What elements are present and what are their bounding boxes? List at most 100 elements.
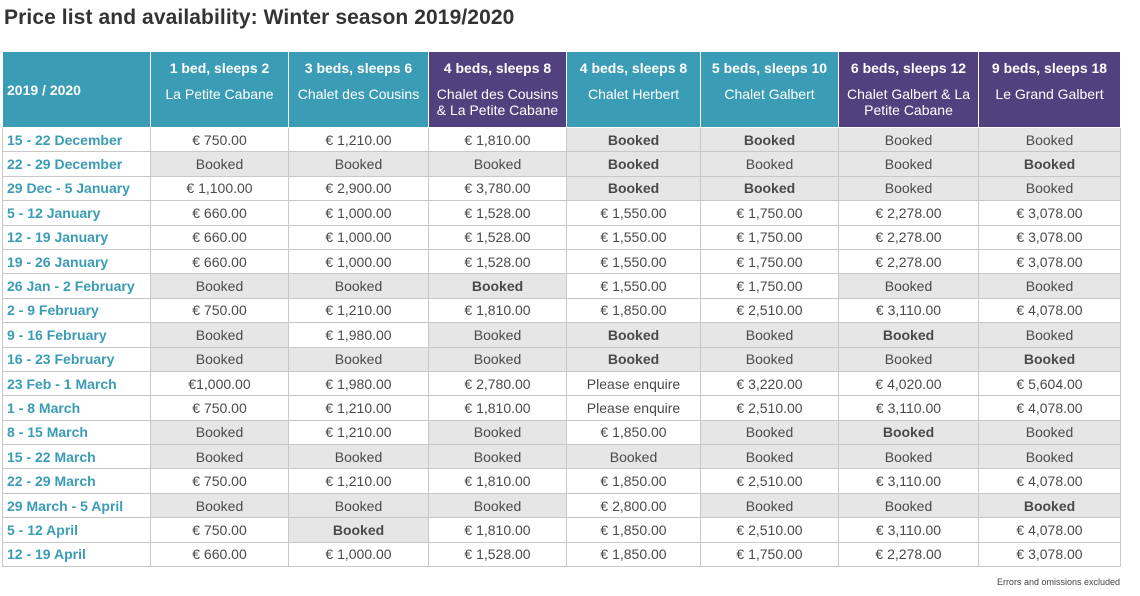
price-cell: Booked [700, 444, 839, 470]
price-cell: € 3,110.00 [838, 297, 979, 324]
column-chalet-name: Chalet Galbert & La Petite Cabane [847, 86, 970, 118]
price-cell: Booked [428, 322, 567, 348]
week-label: 22 - 29 December [2, 151, 151, 177]
price-cell: € 660.00 [150, 200, 289, 226]
price-cell: € 2,278.00 [838, 224, 979, 250]
price-cell: € 5,604.00 [978, 370, 1121, 397]
price-cell: € 4,078.00 [978, 395, 1121, 421]
price-cell: € 1,210.00 [288, 419, 429, 446]
price-cell: € 1,850.00 [566, 468, 701, 494]
price-cell: Booked [150, 492, 289, 519]
price-cell: € 1,000.00 [288, 541, 429, 568]
price-cell: Booked [700, 151, 839, 177]
price-cell: € 4,078.00 [978, 517, 1121, 543]
price-cell: € 2,278.00 [838, 200, 979, 226]
price-cell: Please enquire [566, 395, 701, 421]
price-cell: Booked [288, 444, 429, 470]
price-cell: € 660.00 [150, 224, 289, 250]
page-title: Price list and availability: Winter seas… [4, 6, 515, 29]
price-cell: € 4,078.00 [978, 297, 1121, 324]
table-row: 9 - 16 February Booked € 1,980.00 Booked Boo… [2, 322, 1121, 348]
price-cell: € 750.00 [150, 517, 289, 543]
price-cell: Booked [978, 322, 1121, 348]
price-cell: Booked [566, 175, 701, 202]
column-chalet-name: La Petite Cabane [165, 86, 274, 102]
week-label: 19 - 26 January [2, 248, 151, 275]
column-beds-label: 3 beds, sleeps 6 [304, 60, 413, 76]
price-cell: Booked [978, 151, 1121, 177]
price-cell: € 750.00 [150, 395, 289, 421]
price-cell: Booked [288, 517, 429, 543]
price-cell: € 1,810.00 [428, 297, 567, 324]
price-cell: € 3,078.00 [978, 224, 1121, 250]
price-cell: Booked [566, 322, 701, 348]
price-cell: Booked [566, 444, 701, 470]
price-cell: € 2,780.00 [428, 370, 567, 397]
price-cell: Booked [700, 492, 839, 519]
price-cell: € 1,210.00 [288, 468, 429, 494]
price-cell: € 1,550.00 [566, 273, 701, 299]
price-cell: Booked [978, 175, 1121, 202]
table-row: 26 Jan - 2 February Booked Booked Booked € 1… [2, 273, 1121, 299]
price-cell: Booked [150, 346, 289, 372]
price-cell: Booked [150, 322, 289, 348]
price-cell: Booked [978, 492, 1121, 519]
column-beds-label: 1 bed, sleeps 2 [169, 60, 270, 76]
price-cell: € 1,528.00 [428, 224, 567, 250]
price-cell: Booked [150, 419, 289, 446]
price-cell: Booked [700, 346, 839, 372]
price-cell: Booked [838, 346, 979, 372]
week-label: 22 - 29 March [2, 468, 151, 494]
week-label: 2 - 9 February [2, 297, 151, 324]
price-cell: € 1,528.00 [428, 200, 567, 226]
price-cell: Booked [566, 126, 701, 153]
price-cell: € 660.00 [150, 541, 289, 568]
price-cell: €1,000.00 [150, 370, 289, 397]
column-chalet-name: Chalet des Cousins [297, 86, 420, 102]
table-row: 2 - 9 February € 750.00 € 1,210.00 € 1,810.… [2, 297, 1121, 324]
table-row: 12 - 19 January € 660.00 € 1,000.00 € 1,528… [2, 224, 1121, 250]
price-cell: Booked [838, 322, 979, 348]
table-row: 19 - 26 January € 660.00 € 1,000.00 € 1,528… [2, 248, 1121, 275]
column-header: 1 bed, sleeps 2 La Petite Cabane [150, 51, 289, 128]
price-cell: Booked [978, 273, 1121, 299]
table-row: 23 Feb - 1 March €1,000.00 € 1,980.00 € 2,7… [2, 370, 1121, 397]
price-cell: € 2,900.00 [288, 175, 429, 202]
price-cell: € 1,550.00 [566, 224, 701, 250]
price-cell: € 1,980.00 [288, 370, 429, 397]
week-label: 26 Jan - 2 February [2, 273, 151, 299]
price-cell: € 3,078.00 [978, 541, 1121, 568]
price-cell: € 1,528.00 [428, 248, 567, 275]
price-cell: € 3,110.00 [838, 395, 979, 421]
price-cell: € 1,000.00 [288, 248, 429, 275]
week-label: 12 - 19 January [2, 224, 151, 250]
price-cell: € 4,020.00 [838, 370, 979, 397]
price-cell: € 1,210.00 [288, 126, 429, 153]
price-cell: Please enquire [566, 370, 701, 397]
price-cell: € 1,810.00 [428, 468, 567, 494]
price-cell: Booked [838, 126, 979, 153]
price-cell: € 2,800.00 [566, 492, 701, 519]
price-cell: Booked [700, 175, 839, 202]
price-cell: € 1,210.00 [288, 297, 429, 324]
column-beds-label: 4 beds, sleeps 8 [443, 60, 552, 76]
price-cell: € 750.00 [150, 468, 289, 494]
price-cell: € 1,550.00 [566, 248, 701, 275]
price-cell: Booked [978, 419, 1121, 446]
week-label: 23 Feb - 1 March [2, 370, 151, 397]
week-label: 1 - 8 March [2, 395, 151, 421]
table-row: 22 - 29 December Booked Booked Booked Booked… [2, 151, 1121, 177]
price-cell: € 3,110.00 [838, 468, 979, 494]
price-cell: € 3,078.00 [978, 248, 1121, 275]
price-cell: € 1,810.00 [428, 126, 567, 153]
price-cell: Booked [428, 492, 567, 519]
price-cell: Booked [288, 273, 429, 299]
price-cell: Booked [288, 151, 429, 177]
price-cell: Booked [566, 151, 701, 177]
week-label: 29 March - 5 April [2, 492, 151, 519]
price-cell: Booked [978, 126, 1121, 153]
price-cell: € 1,850.00 [566, 297, 701, 324]
price-cell: € 1,550.00 [566, 200, 701, 226]
week-label: 16 - 23 February [2, 346, 151, 372]
price-cell: € 1,980.00 [288, 322, 429, 348]
